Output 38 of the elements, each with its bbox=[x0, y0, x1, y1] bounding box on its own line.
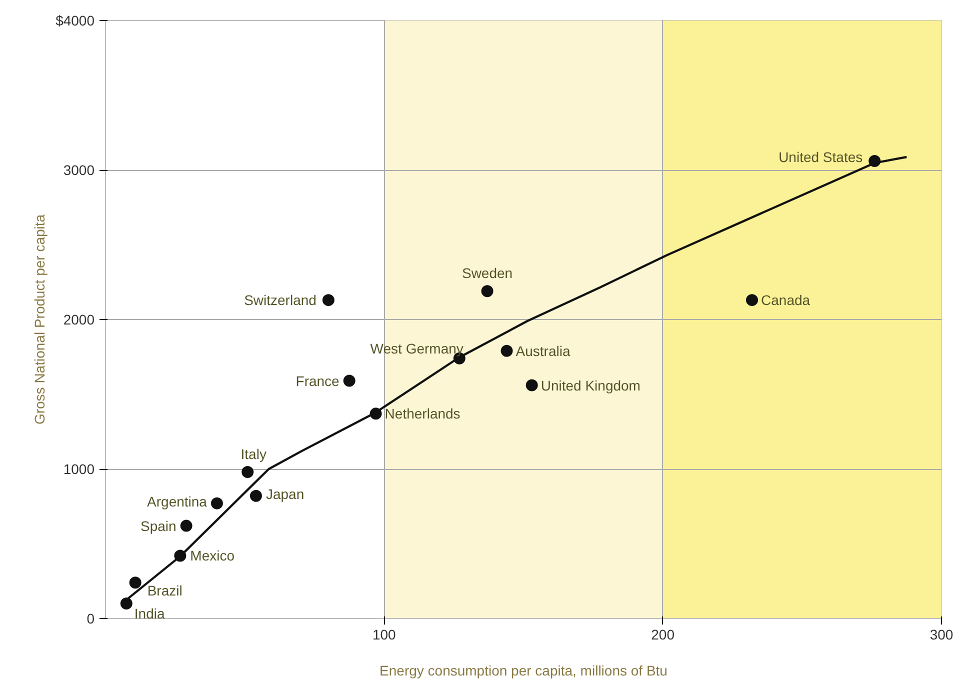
point bbox=[129, 576, 142, 589]
annotation: Sweden bbox=[462, 265, 513, 282]
x-tick-label: 300 bbox=[930, 626, 954, 642]
annotation: Canada bbox=[761, 292, 810, 308]
point bbox=[210, 497, 223, 510]
y-tick-label: 3000 bbox=[63, 162, 95, 178]
point bbox=[500, 344, 513, 357]
annotation: United States bbox=[778, 149, 863, 166]
annotation: Japan bbox=[266, 486, 304, 502]
annotation: Switzerland bbox=[244, 292, 316, 308]
x-tick-label: 200 bbox=[651, 626, 675, 642]
point bbox=[120, 598, 132, 610]
point bbox=[526, 379, 538, 392]
y-tick-label: $4000 bbox=[56, 12, 95, 28]
y-axis-title: Gross National Product per capita bbox=[32, 214, 48, 425]
annotation: Brazil bbox=[147, 582, 182, 599]
y-tick-label: 2000 bbox=[63, 312, 95, 328]
x-axis-title: Energy consumption per capita, millions of Btu bbox=[380, 662, 668, 678]
point bbox=[481, 285, 494, 298]
point bbox=[343, 374, 356, 387]
point bbox=[180, 520, 192, 532]
annotation: Argentina bbox=[147, 493, 208, 510]
y-tick-label: 0 bbox=[86, 610, 95, 626]
annotation: Netherlands bbox=[384, 406, 460, 422]
annotation: United Kingdom bbox=[540, 377, 640, 394]
point bbox=[242, 466, 254, 478]
annotation: France bbox=[296, 372, 340, 389]
annotation: West Germany bbox=[370, 340, 464, 356]
point bbox=[322, 294, 334, 306]
y-tick-label: 1000 bbox=[63, 461, 95, 477]
annotation: Italy bbox=[240, 446, 266, 462]
annotation: India bbox=[134, 606, 165, 622]
point bbox=[746, 294, 758, 306]
annotation: Mexico bbox=[190, 548, 235, 564]
x-tick-label: 100 bbox=[372, 626, 396, 642]
annotation: Spain bbox=[140, 518, 176, 534]
point bbox=[250, 490, 262, 502]
annotation: Australia bbox=[516, 342, 570, 359]
